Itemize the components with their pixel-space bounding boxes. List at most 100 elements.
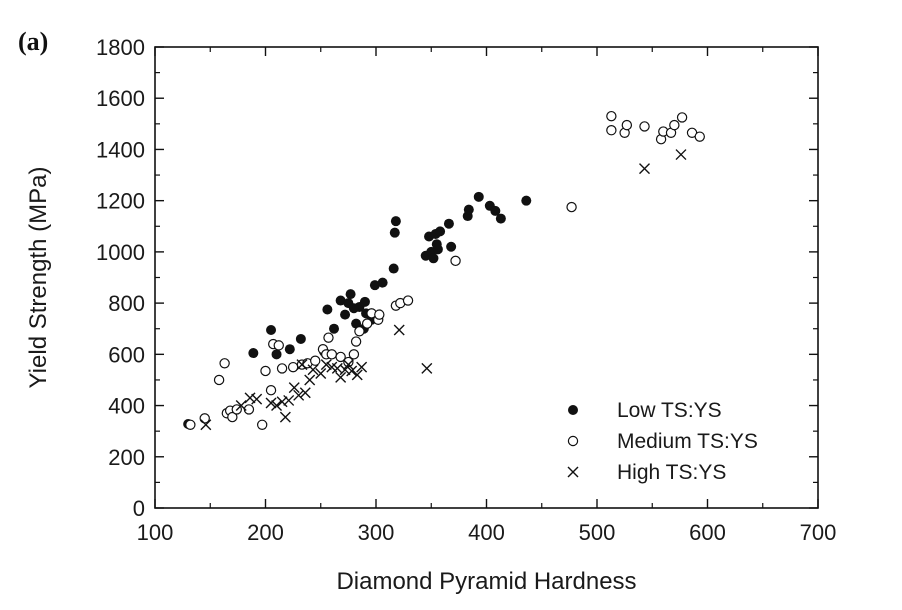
open-circle-point <box>348 349 360 360</box>
cross-point <box>346 365 358 377</box>
axis-ticks <box>154 46 819 509</box>
cross-point <box>279 411 291 423</box>
y-tick-label: 200 <box>108 445 145 470</box>
x-tick-label: 600 <box>689 520 726 545</box>
cross-point <box>307 364 319 376</box>
legend-label: High TS:YS <box>617 461 726 484</box>
open-circle-point <box>639 121 650 132</box>
open-circle-point <box>335 351 346 363</box>
filled-circle-point <box>329 323 340 334</box>
x-tick-label: 200 <box>247 520 284 545</box>
filled-circle-point <box>335 295 346 306</box>
open-circle-point <box>310 355 321 366</box>
filled-circle-point <box>495 213 506 224</box>
cross-point <box>335 371 347 383</box>
y-tick-label: 1000 <box>96 240 145 265</box>
legend-cross-marker <box>567 466 579 478</box>
open-circle-point <box>199 413 210 424</box>
open-circle-point <box>374 309 385 320</box>
cross-point <box>288 382 300 394</box>
data-points <box>183 110 705 431</box>
open-circle-point <box>350 336 362 347</box>
legend-filled-circle-marker <box>568 405 578 415</box>
y-tick-label: 1200 <box>96 189 145 214</box>
filled-circle-point <box>521 195 532 206</box>
filled-circle-point <box>248 348 259 359</box>
open-circle-point <box>260 365 271 377</box>
cross-point <box>351 369 363 381</box>
open-circle-point <box>265 384 277 396</box>
x-tick-label: 300 <box>358 520 395 545</box>
legend-label: Medium TS:YS <box>617 430 758 453</box>
cross-point <box>293 389 305 401</box>
y-tick-label: 800 <box>108 291 145 316</box>
open-circle-point <box>354 326 365 337</box>
cross-point <box>296 359 308 371</box>
cross-point <box>639 163 651 175</box>
y-axis-title: Yield Strength (MPa) <box>25 167 52 389</box>
cross-point <box>244 392 256 404</box>
filled-circle-point <box>431 239 442 250</box>
legend: Low TS:YS Medium TS:YS High TS:YS <box>567 399 758 484</box>
filled-circle-point <box>388 263 399 274</box>
open-circle-point <box>606 125 617 136</box>
open-circle-point <box>606 110 617 122</box>
cross-point <box>235 400 247 412</box>
x-tick-label: 100 <box>137 520 174 545</box>
x-tick-label: 400 <box>468 520 505 545</box>
cross-point <box>276 396 288 408</box>
filled-circle-point <box>266 325 277 336</box>
open-circle-point <box>219 358 230 369</box>
filled-circle-point <box>446 241 457 252</box>
legend-label: Low TS:YS <box>617 399 722 422</box>
filled-circle-point <box>390 216 401 227</box>
cross-point <box>315 368 327 380</box>
open-circle-point <box>694 131 705 142</box>
open-circle-point <box>326 349 337 360</box>
y-tick-label: 400 <box>108 394 145 419</box>
x-tick-label: 500 <box>579 520 616 545</box>
open-circle-point <box>256 419 268 430</box>
filled-circle-point <box>428 253 439 264</box>
open-circle-point <box>287 361 299 373</box>
cross-point <box>342 359 354 371</box>
filled-circle-point <box>271 349 282 360</box>
filled-circle-point <box>463 204 474 215</box>
open-circle-point <box>676 112 688 123</box>
tick-labels: 100 200 300 400 500 600 700 0 200 400 600 800 1000 12… <box>96 35 836 545</box>
x-tick-label: 700 <box>800 520 837 545</box>
cross-point <box>265 397 277 409</box>
y-tick-label: 1400 <box>96 137 145 162</box>
panel-label: (a) <box>18 27 48 56</box>
open-circle-point <box>361 318 373 329</box>
filled-circle-point <box>377 277 388 288</box>
open-circle-point <box>450 255 461 267</box>
filled-circle-point <box>351 318 362 329</box>
cross-point <box>299 387 311 399</box>
y-tick-label: 1800 <box>96 35 145 60</box>
open-circle-point <box>227 411 238 423</box>
filled-circle-point <box>284 344 295 355</box>
filled-circle-point <box>340 309 351 320</box>
filled-circle-point <box>490 205 501 216</box>
y-tick-label: 1600 <box>96 86 145 111</box>
open-circle-point <box>185 419 196 430</box>
cross-point <box>304 374 316 386</box>
open-circle-point <box>669 119 680 131</box>
cross-point <box>675 149 687 161</box>
legend-open-circle-marker <box>567 435 579 447</box>
filled-circle-point <box>359 296 370 307</box>
open-circle-point <box>402 295 414 306</box>
filled-circle-point <box>295 333 306 344</box>
open-circle-point <box>276 363 288 374</box>
cross-point <box>356 361 368 373</box>
cross-point <box>421 362 433 374</box>
open-circle-point <box>621 119 633 131</box>
y-tick-label: 600 <box>108 342 145 367</box>
open-circle-point <box>213 374 225 386</box>
cross-point <box>200 419 212 431</box>
open-circle-point <box>273 340 284 351</box>
filled-circle-point <box>435 226 446 237</box>
cross-point <box>283 394 295 406</box>
filled-circle-point <box>322 304 333 315</box>
